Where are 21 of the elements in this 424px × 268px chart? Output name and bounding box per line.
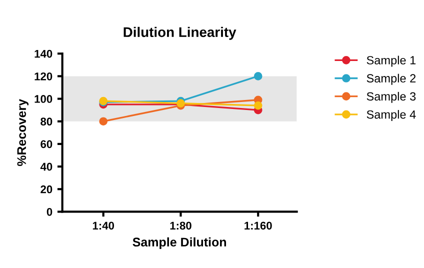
x-tick-label: 1:80 (170, 222, 192, 230)
x-tick-label: 1:40 (92, 222, 114, 230)
y-tick-label: 120 (34, 72, 52, 80)
legend-label: Sample 1 (366, 56, 416, 67)
y-tick-label: 60 (40, 140, 52, 148)
point (99, 117, 108, 126)
x-axis-title: Sample Dilution (132, 237, 226, 250)
point (254, 72, 262, 80)
legend-label: Sample 2 (366, 74, 416, 85)
point (254, 101, 262, 110)
y-tick-label: 20 (40, 185, 52, 194)
y-tick-label: 0 (46, 208, 52, 216)
legend-label: Sample 4 (366, 110, 416, 122)
y-tick-label: 80 (40, 118, 52, 126)
chart-title: Dilution Linearity (124, 26, 236, 40)
legend-label: Sample 3 (366, 92, 416, 103)
y-axis-title: %Recovery (17, 99, 29, 166)
x-tick-label: 1:160 (244, 222, 272, 230)
y-tick-label: 40 (40, 162, 52, 171)
y-tick-label: 140 (34, 50, 52, 58)
y-tick-label: 100 (34, 95, 52, 103)
